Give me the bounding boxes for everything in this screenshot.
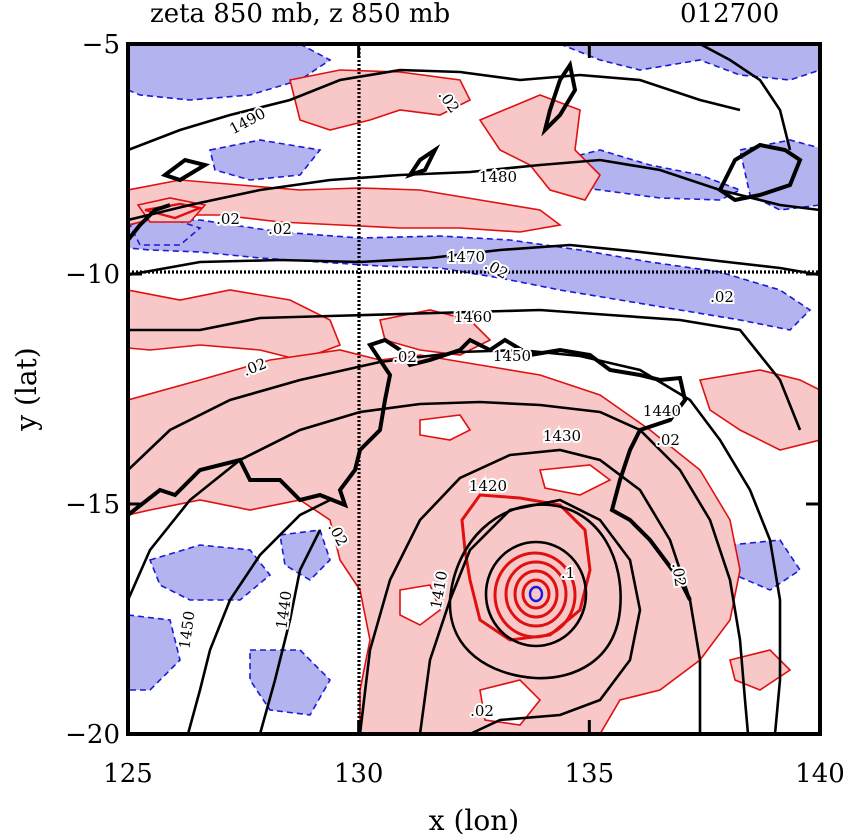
contour-label: 1480: [479, 168, 517, 186]
title-right: 012700: [680, 0, 779, 29]
contour-label: .02: [710, 288, 734, 306]
contour-label: .02: [268, 220, 292, 238]
y-tick-label: −5: [82, 30, 120, 60]
contour-label: 1420: [469, 477, 507, 495]
negative-vorticity-regions: [128, 44, 820, 716]
positive-vorticity-regions: [128, 69, 820, 734]
contour-label: 1440: [643, 402, 681, 420]
x-tick-label: 140: [795, 759, 845, 789]
contour-label: .02: [470, 702, 494, 720]
contour-label: .1: [561, 564, 575, 582]
coastline: [128, 59, 803, 601]
contour-label: 1470: [447, 248, 485, 266]
contour-label: .02: [393, 348, 417, 366]
y-tick-label: −15: [65, 490, 120, 520]
contour-labels: 1490148014701460145014401430142014101450…: [173, 84, 735, 722]
contour-label: 1450: [493, 347, 531, 365]
tick-marks: [126, 42, 822, 736]
x-tick-label: 135: [565, 759, 615, 789]
title-left: zeta 850 mb, z 850 mb: [150, 0, 450, 29]
contour-label: .02: [216, 210, 240, 228]
contour-label: .02: [656, 431, 680, 449]
x-axis-label: x (lon): [429, 804, 519, 837]
contour-label: .02: [668, 562, 689, 588]
y-tick-label: −10: [65, 260, 120, 290]
contour-label: 1460: [454, 308, 492, 326]
y-axis-label: y (lat): [10, 347, 43, 431]
contour-label: 1430: [543, 427, 581, 445]
y-tick-label: −20: [65, 720, 120, 750]
x-tick-label: 130: [334, 759, 384, 789]
cyclone-core: [460, 493, 592, 642]
x-tick-label: 125: [103, 759, 153, 789]
plot-area: 1490148014701460145014401430142014101450…: [128, 44, 820, 734]
x-tick-labels: 125 130 135 140: [103, 759, 845, 789]
y-tick-labels: −5 −10 −15 −20: [65, 30, 120, 750]
plot-frame: [126, 42, 822, 736]
